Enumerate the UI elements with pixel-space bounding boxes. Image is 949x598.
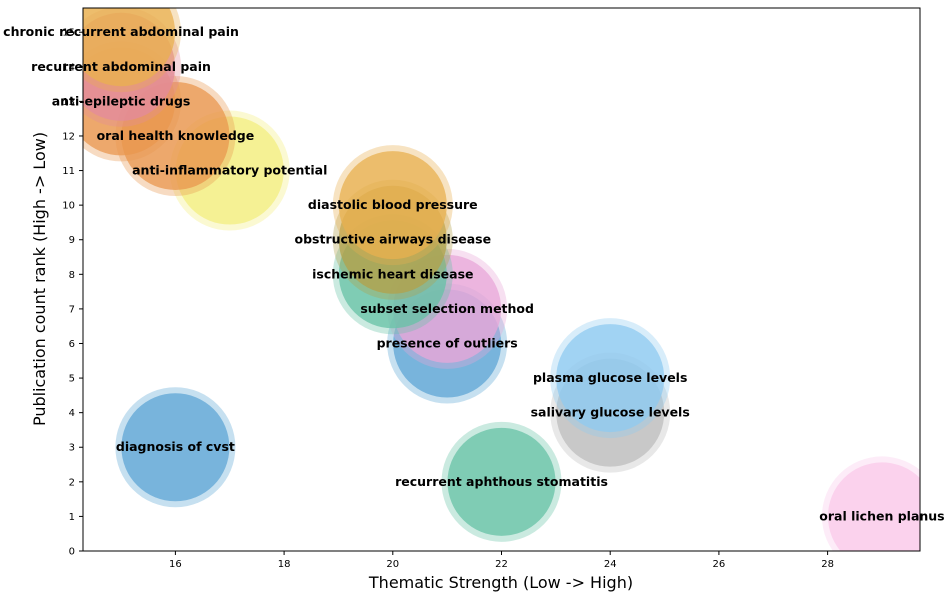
y-tick-label: 2 bbox=[69, 477, 75, 488]
x-tick-label: 22 bbox=[495, 559, 508, 570]
y-tick-label: 7 bbox=[69, 304, 75, 315]
bubble-label: plasma glucose levels bbox=[533, 370, 687, 385]
y-tick-label: 1 bbox=[69, 512, 75, 523]
y-axis-title: Publication count rank (High -> Low) bbox=[30, 132, 49, 426]
bubble bbox=[556, 324, 665, 433]
bubble-label: anti-inflammatory potential bbox=[132, 163, 327, 178]
y-tick-label: 11 bbox=[62, 166, 75, 177]
y-tick-label: 4 bbox=[69, 408, 75, 419]
bubbles-layer bbox=[83, 8, 920, 551]
bubble-label: ischemic heart disease bbox=[312, 266, 473, 281]
bubble-label: salivary glucose levels bbox=[531, 405, 690, 420]
y-tick-label: 12 bbox=[62, 131, 75, 142]
bubble bbox=[121, 393, 230, 502]
bubble-label: diastolic blood pressure bbox=[308, 197, 478, 212]
bubble bbox=[83, 8, 176, 87]
bubble-label: anti-epileptic drugs bbox=[52, 93, 191, 108]
x-tick-label: 28 bbox=[821, 559, 834, 570]
y-tick-label: 13 bbox=[62, 97, 75, 108]
bubble-label: recurrent abdominal pain bbox=[31, 59, 211, 74]
bubble-label: oral lichen planus bbox=[819, 508, 944, 523]
bubble-label: recurrent aphthous stomatitis bbox=[395, 474, 608, 489]
y-tick-label: 3 bbox=[69, 443, 75, 454]
bubble-label: subset selection method bbox=[360, 301, 534, 316]
y-tick-label: 15 bbox=[62, 28, 75, 39]
bubble-label: diagnosis of cvst bbox=[116, 439, 235, 454]
y-tick-label: 5 bbox=[69, 374, 75, 385]
y-tick-label: 10 bbox=[62, 201, 75, 212]
bubble-label: obstructive airways disease bbox=[295, 232, 492, 247]
bubble-label: chronic recurrent abdominal pain bbox=[3, 24, 239, 39]
x-tick-label: 24 bbox=[604, 559, 617, 570]
y-tick-label: 9 bbox=[69, 235, 75, 246]
x-axis-title: Thematic Strength (Low -> High) bbox=[368, 573, 633, 592]
bubble-label: presence of outliers bbox=[377, 335, 518, 350]
x-tick-label: 20 bbox=[386, 559, 399, 570]
y-tick-label: 8 bbox=[69, 270, 75, 281]
x-tick-label: 16 bbox=[169, 559, 182, 570]
y-tick-label: 14 bbox=[62, 62, 75, 73]
y-tick-label: 0 bbox=[69, 547, 75, 558]
x-tick-label: 26 bbox=[713, 559, 726, 570]
x-tick-label: 18 bbox=[278, 559, 291, 570]
bubble-label: oral health knowledge bbox=[97, 128, 255, 143]
labels-layer: oral lichen planus recurrent aphthous sto… bbox=[3, 24, 944, 523]
bubble bbox=[447, 427, 556, 536]
y-tick-label: 6 bbox=[69, 339, 75, 350]
bubble bbox=[827, 462, 920, 551]
bubble bbox=[338, 151, 447, 260]
